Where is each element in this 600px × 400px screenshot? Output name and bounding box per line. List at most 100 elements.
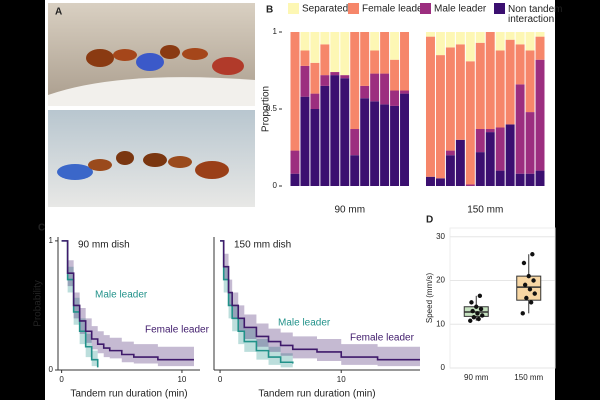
bar-segment	[455, 44, 465, 140]
bar-segment	[320, 44, 330, 76]
bar-segment	[390, 105, 400, 186]
bar-segment	[435, 178, 445, 186]
legend-label: Male leader	[434, 4, 487, 15]
bar-segment	[380, 73, 390, 105]
bar-segment	[426, 176, 435, 186]
bar-segment	[340, 75, 350, 79]
y-tick-label: 1	[273, 27, 278, 36]
x-tick-label: 90 mm	[464, 373, 489, 382]
data-point	[480, 313, 485, 318]
bar-segment	[525, 112, 535, 174]
bar-segment	[535, 32, 545, 37]
bar-segment	[435, 32, 445, 56]
bar-segment	[380, 104, 390, 186]
bar-segment	[535, 59, 545, 171]
bar-segment	[360, 98, 370, 186]
data-point	[469, 300, 474, 305]
survival-line	[61, 240, 99, 368]
bar-segment	[465, 184, 475, 186]
panel-title: 90 mm dish	[78, 240, 130, 251]
bar-segment	[475, 152, 485, 186]
series-label: Male leader	[95, 290, 148, 301]
bar-segment	[390, 59, 400, 91]
confidence-band	[220, 240, 293, 369]
legend-swatch	[420, 3, 431, 14]
y-tick-label: 0.5	[266, 104, 278, 113]
bar-segment	[340, 32, 350, 76]
bar-segment	[300, 96, 310, 186]
bar-segment	[310, 109, 320, 186]
data-point	[520, 311, 525, 316]
group-label: 150 mm	[467, 205, 503, 216]
bar-segment	[290, 32, 300, 151]
bar-segment	[505, 32, 515, 40]
bar-segment	[310, 93, 320, 109]
photo-a	[48, 3, 255, 207]
bar-segment	[360, 85, 370, 99]
x-tick-label: 0	[59, 375, 64, 384]
bar-segment	[310, 62, 320, 94]
survival-line	[220, 240, 420, 361]
legend-swatch	[348, 3, 359, 14]
bar-segment	[525, 50, 535, 113]
bar-segment	[340, 78, 350, 186]
bar-segment	[445, 150, 455, 156]
bar-segment	[535, 170, 545, 186]
data-point	[521, 260, 527, 266]
data-point	[522, 282, 528, 288]
y-tick-label: 30	[436, 232, 445, 241]
y-tick-label: 0	[441, 363, 446, 372]
panel-title: 150 mm dish	[234, 240, 291, 251]
bar-segment	[370, 73, 380, 102]
x-axis-title: Tandem run duration (min)	[70, 389, 187, 400]
x-tick-label: 10	[177, 375, 186, 384]
x-tick-label: 150 mm	[514, 373, 543, 382]
panel-label: B	[266, 5, 273, 16]
bar-segment	[320, 85, 330, 186]
bar-segment	[300, 65, 310, 97]
bar-segment	[445, 47, 455, 151]
panel-label: D	[426, 215, 433, 226]
bar-segment	[390, 90, 400, 106]
series-label: Male leader	[278, 318, 331, 329]
legend-swatch	[494, 3, 505, 14]
bar-segment	[515, 44, 525, 85]
y-tick-label: 1	[49, 236, 54, 245]
bar-segment	[320, 32, 330, 45]
bar-segment	[380, 32, 390, 74]
bar-segment	[435, 55, 445, 179]
y-axis-title: Probability	[33, 280, 44, 327]
y-axis-title: Speed (mm/s)	[425, 273, 434, 324]
data-point	[524, 295, 529, 301]
bar-segment	[390, 32, 400, 60]
data-point	[528, 300, 534, 305]
confidence-band	[220, 240, 420, 367]
bar-segment	[495, 127, 505, 171]
data-point	[476, 316, 481, 322]
bar-segment	[320, 75, 330, 86]
bar-segment	[330, 32, 340, 73]
bar-segment	[515, 32, 525, 45]
data-point	[475, 311, 480, 316]
confidence-band	[61, 240, 194, 367]
x-axis-title: Tandem run duration (min)	[258, 389, 375, 400]
legend-label: Non tandem interaction	[508, 4, 562, 25]
group-label: 90 mm	[334, 205, 365, 216]
bar-segment	[290, 173, 300, 186]
data-point	[477, 293, 483, 299]
bar-segment	[350, 129, 360, 156]
bar-segment	[525, 173, 535, 186]
bar-segment	[485, 129, 495, 133]
bar-segment	[426, 36, 435, 177]
x-tick-label: 10	[337, 375, 346, 384]
panel-label: C	[38, 223, 45, 234]
data-point	[468, 318, 473, 323]
bar-segment	[330, 72, 340, 76]
bar-segment	[400, 90, 409, 94]
bar-segment	[400, 93, 409, 186]
data-point	[530, 252, 535, 257]
bar-segment	[350, 32, 360, 130]
data-point	[470, 308, 475, 314]
legend-swatch	[288, 3, 299, 14]
